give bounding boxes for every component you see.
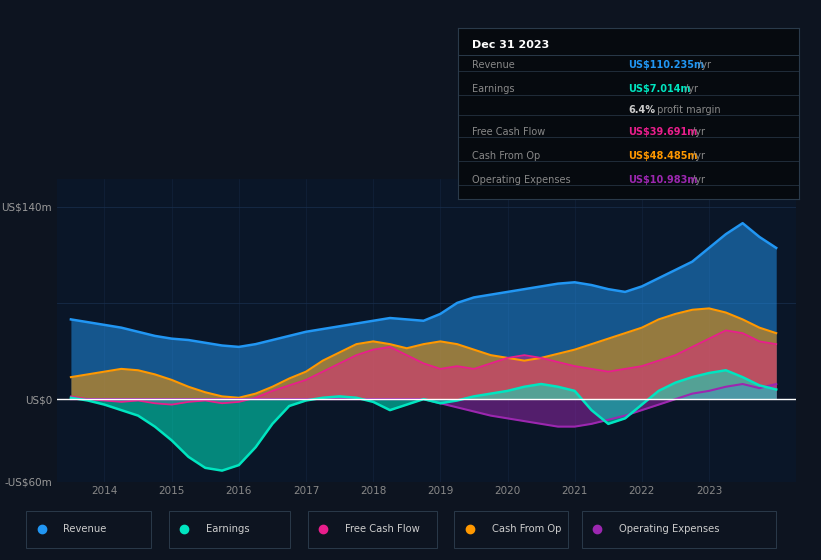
Text: Free Cash Flow: Free Cash Flow [345, 524, 420, 534]
Text: /yr: /yr [686, 85, 698, 95]
Text: 6.4%: 6.4% [629, 105, 655, 115]
Text: /yr: /yr [698, 60, 711, 71]
Text: Free Cash Flow: Free Cash Flow [472, 127, 545, 137]
Text: /yr: /yr [691, 151, 704, 161]
Text: Revenue: Revenue [63, 524, 107, 534]
Text: /yr: /yr [691, 127, 704, 137]
Text: US$7.014m: US$7.014m [629, 85, 691, 95]
Text: Earnings: Earnings [472, 85, 514, 95]
Text: profit margin: profit margin [654, 105, 720, 115]
Text: Cash From Op: Cash From Op [492, 524, 561, 534]
Text: US$39.691m: US$39.691m [629, 127, 698, 137]
Text: US$10.983m: US$10.983m [629, 175, 698, 185]
Text: Revenue: Revenue [472, 60, 515, 71]
Text: Earnings: Earnings [206, 524, 250, 534]
Text: Dec 31 2023: Dec 31 2023 [472, 40, 549, 50]
Text: US$48.485m: US$48.485m [629, 151, 698, 161]
Text: Cash From Op: Cash From Op [472, 151, 540, 161]
Text: US$110.235m: US$110.235m [629, 60, 704, 71]
Text: Operating Expenses: Operating Expenses [472, 175, 571, 185]
Text: Operating Expenses: Operating Expenses [619, 524, 719, 534]
Text: /yr: /yr [691, 175, 704, 185]
